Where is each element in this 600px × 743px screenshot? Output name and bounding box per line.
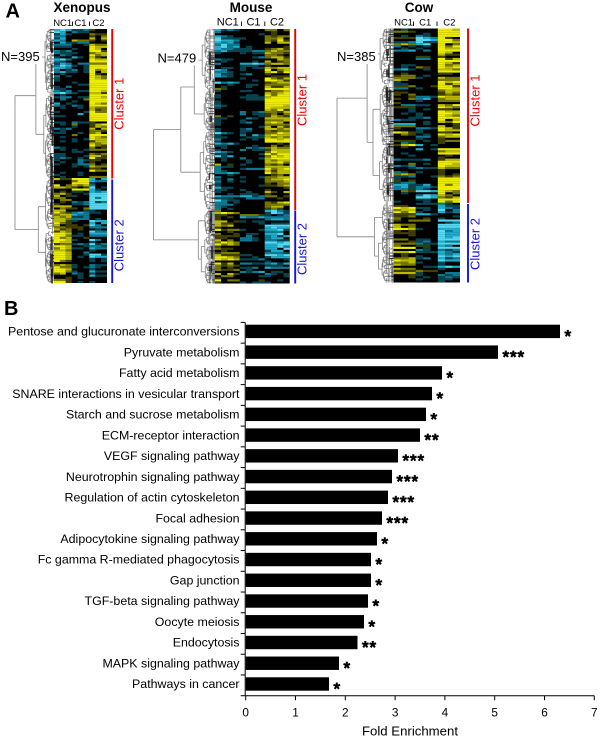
svg-text:Oocyte meiosis: Oocyte meiosis [155,615,240,629]
svg-text:NC1: NC1 [394,18,413,29]
svg-text:Cow: Cow [405,0,434,15]
svg-text:Neurotrophin signaling pathway: Neurotrophin signaling pathway [66,470,240,484]
svg-text:C1: C1 [419,18,431,29]
svg-text:Focal adhesion: Focal adhesion [155,511,239,525]
svg-text:Gap junction: Gap junction [170,573,240,587]
svg-text:6: 6 [541,705,548,719]
svg-text:4: 4 [442,705,449,719]
svg-text:Cluster 1: Cluster 1 [295,74,310,126]
svg-text:MAPK signaling pathway: MAPK signaling pathway [102,656,240,670]
svg-text:5: 5 [491,705,498,719]
svg-text:N=479: N=479 [158,51,197,66]
svg-text:Adipocytokine signaling pathwa: Adipocytokine signaling pathway [60,532,240,546]
svg-text:C2: C2 [443,18,455,29]
svg-text:Pentose and glucuronate interc: Pentose and glucuronate interconversions [8,325,239,339]
svg-text:1: 1 [292,705,299,719]
svg-text:Fold Enrichment: Fold Enrichment [362,724,458,739]
svg-text:VEGF signaling pathway: VEGF signaling pathway [104,449,240,463]
svg-text:B: B [4,298,18,320]
svg-text:TGF-beta signaling pathway: TGF-beta signaling pathway [85,594,241,608]
svg-text:Cluster 1: Cluster 1 [468,74,483,126]
svg-text:2: 2 [342,705,349,719]
svg-text:C1: C1 [246,17,260,29]
svg-text:Starch and sucrose metabolism: Starch and sucrose metabolism [66,408,240,422]
svg-text:NC1: NC1 [53,18,72,29]
svg-text:SNARE interactions in vesicula: SNARE interactions in vesicular transpor… [12,387,240,401]
svg-text:N=385: N=385 [337,49,376,64]
svg-text:Cluster 1: Cluster 1 [111,78,126,130]
svg-text:Regulation of actin cytoskelet: Regulation of actin cytoskeleton [65,491,240,505]
svg-text:A: A [6,1,20,23]
svg-text:7: 7 [591,705,598,719]
svg-text:Pathways in cancer: Pathways in cancer [132,677,239,691]
svg-text:Mouse: Mouse [230,0,273,15]
svg-text:Endocytosis: Endocytosis [173,636,240,650]
svg-text:NC1: NC1 [217,17,239,29]
svg-text:C1: C1 [74,18,86,29]
svg-text:Cluster 2: Cluster 2 [468,218,483,270]
svg-text:Xenopus: Xenopus [53,0,110,15]
svg-text:3: 3 [392,705,399,719]
svg-text:Fatty acid metabolism: Fatty acid metabolism [119,366,240,380]
svg-text:N=395: N=395 [1,49,40,64]
svg-text:C2: C2 [270,17,284,29]
svg-text:C2: C2 [92,18,104,29]
svg-text:Cluster 2: Cluster 2 [111,219,126,271]
svg-text:Fc gamma R-mediated phagocytos: Fc gamma R-mediated phagocytosis [38,553,240,567]
svg-text:Cluster 2: Cluster 2 [295,223,310,275]
svg-text:ECM-receptor interaction: ECM-receptor interaction [102,428,240,442]
svg-text:0: 0 [242,705,249,719]
svg-text:Pyruvate metabolism: Pyruvate metabolism [124,345,240,359]
